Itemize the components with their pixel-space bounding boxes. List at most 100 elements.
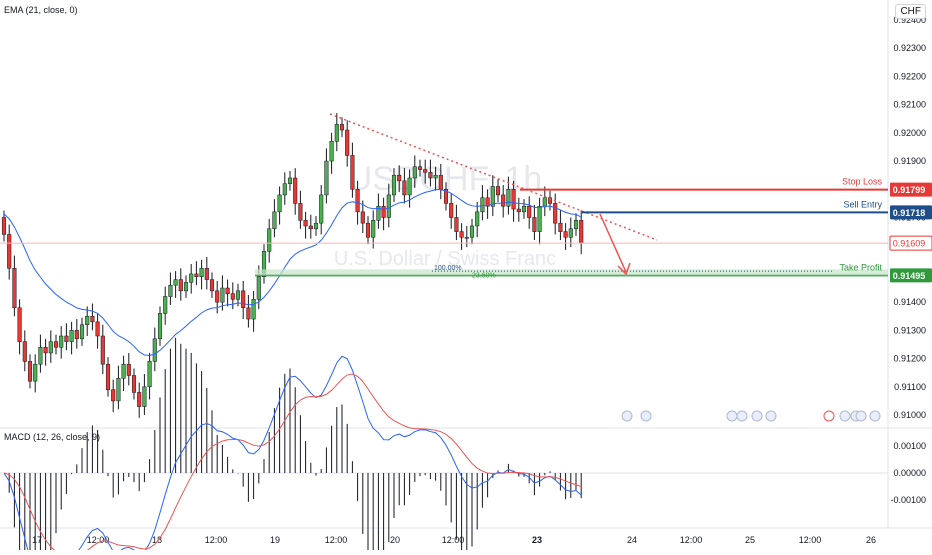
- candle-up: [168, 284, 173, 297]
- candle-up: [490, 186, 495, 207]
- x-tick-label: 23: [532, 535, 542, 545]
- candle-down: [74, 330, 79, 340]
- calendar-event-icon: [621, 410, 633, 422]
- candle-up: [220, 287, 225, 303]
- candle-up: [116, 378, 121, 402]
- candle-up: [537, 205, 542, 232]
- candle-down: [64, 335, 69, 342]
- x-tick-label: 12:00: [325, 535, 348, 545]
- x-tick-label: 19: [270, 535, 280, 545]
- candle-down: [563, 231, 568, 238]
- macd-indicator-label[interactable]: MACD (12, 26, close, 9): [4, 432, 101, 442]
- candle-up: [334, 124, 339, 142]
- candle-down: [17, 307, 22, 342]
- ema-indicator-label[interactable]: EMA (21, close, 0): [4, 5, 78, 15]
- candle-down: [27, 361, 33, 382]
- x-tick-label: 26: [866, 535, 876, 545]
- y-tick-label: 0.91400: [893, 297, 926, 307]
- candle-down: [365, 222, 371, 238]
- candle-up: [183, 282, 189, 292]
- fib-label-236: 23.60%: [472, 272, 496, 279]
- candle-down: [501, 194, 506, 207]
- y-tick-label: 0.92000: [893, 128, 926, 138]
- candle-up: [277, 194, 282, 213]
- take-profit-label: Take Profit: [839, 262, 882, 272]
- candle-up: [469, 225, 475, 238]
- candle-up: [542, 197, 547, 207]
- calendar-event-icon: [855, 410, 867, 422]
- y-tick-label: 0.92200: [893, 71, 926, 81]
- candle-down: [553, 203, 558, 224]
- candle-up: [147, 361, 152, 388]
- last-price-badge: [889, 235, 932, 251]
- x-tick-label: 24: [627, 535, 637, 545]
- y-tick-label: 0.91000: [893, 410, 926, 420]
- y-tick-label: 0.91300: [893, 325, 926, 335]
- candle-up: [371, 220, 376, 238]
- candle-down: [345, 129, 350, 156]
- candle-down: [1, 217, 7, 235]
- candle-up: [173, 279, 178, 286]
- candle-down: [423, 169, 428, 173]
- x-tick-label: 18: [152, 535, 162, 545]
- y-tick-label: 0.91200: [893, 354, 926, 364]
- candle-down: [511, 189, 516, 210]
- ema-line: [3, 189, 582, 357]
- calendar-event-icon: [640, 410, 652, 422]
- candle-down: [579, 220, 584, 244]
- candle-down: [100, 335, 105, 365]
- candle-down: [215, 290, 220, 303]
- projection-arrowhead: [617, 262, 631, 276]
- candle-up: [38, 347, 43, 365]
- candle-down: [241, 290, 246, 309]
- candle-down: [350, 155, 355, 190]
- candle-down: [12, 268, 17, 309]
- candle-down: [485, 197, 490, 207]
- candle-up: [256, 276, 261, 300]
- watermark-name: U.S. Dollar / Swiss Franc: [334, 248, 556, 270]
- candle-up: [59, 335, 64, 348]
- calendar-event-icon: [765, 410, 777, 422]
- candle-up: [573, 220, 579, 230]
- candle-down: [438, 174, 443, 190]
- calendar-event-icon: [751, 410, 763, 422]
- candle-up: [282, 183, 287, 196]
- x-tick-label: 20: [390, 535, 400, 545]
- candle-up: [319, 194, 324, 224]
- macd-y-tick-label: 0.00000: [893, 468, 926, 478]
- candle-up: [251, 299, 256, 320]
- candle-up: [386, 194, 391, 218]
- candle-up: [163, 296, 168, 314]
- candle-down: [204, 268, 209, 280]
- calendar-event-icon: [839, 410, 851, 422]
- candle-up: [521, 205, 527, 213]
- price-badge-text: 0.91495: [893, 271, 926, 281]
- candle-up: [324, 160, 329, 196]
- candle-up: [33, 363, 38, 382]
- y-tick-label: 0.91900: [893, 156, 926, 166]
- candle-down: [417, 166, 423, 170]
- candle-down: [209, 279, 215, 292]
- calendar-event-icon: [736, 410, 748, 422]
- candle-up: [464, 237, 469, 239]
- x-tick-label: 17: [32, 535, 42, 545]
- x-tick-label: 12:00: [87, 535, 110, 545]
- candle-up: [85, 316, 90, 325]
- candle-down: [22, 341, 27, 362]
- candle-down: [194, 273, 199, 277]
- candle-down: [126, 363, 131, 376]
- event-flag-icon: [823, 410, 835, 422]
- candle-down: [230, 293, 235, 300]
- x-tick-label: 12:00: [205, 535, 228, 545]
- candle-down: [105, 363, 111, 390]
- candle-up: [267, 228, 272, 252]
- candle-down: [402, 180, 407, 196]
- macd-signal-line: [3, 373, 582, 555]
- candle-down: [495, 186, 501, 196]
- currency-badge[interactable]: CHF: [895, 4, 926, 19]
- candle-down: [225, 287, 230, 294]
- y-tick-label: 0.92100: [893, 100, 926, 110]
- price-badge-text: 0.91799: [893, 185, 926, 195]
